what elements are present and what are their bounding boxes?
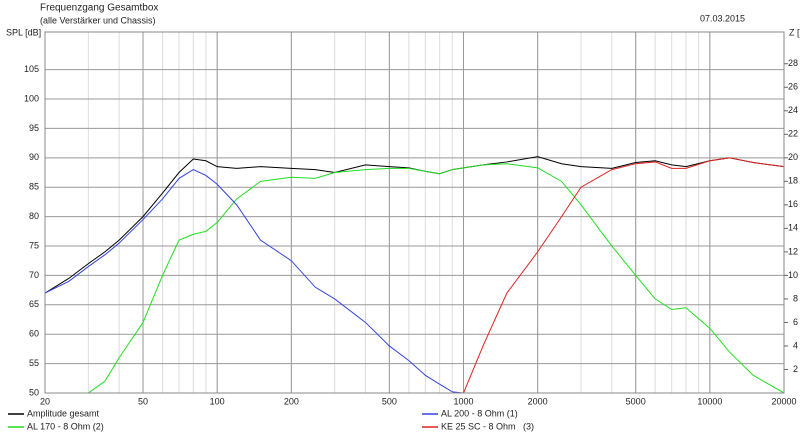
x-tick-label: 2000 <box>528 396 548 406</box>
y2-tick-label: 10 <box>788 270 798 280</box>
y-tick-label: 50 <box>29 387 39 397</box>
y2-tick-label: 18 <box>788 176 798 186</box>
y2-tick-label: 8 <box>793 293 798 303</box>
series-line <box>463 157 784 393</box>
x-tick-label: 20 <box>40 396 50 406</box>
y-tick-label: 65 <box>29 299 39 309</box>
y-tick-label: 60 <box>29 329 39 339</box>
y2-tick-label: 26 <box>788 82 798 92</box>
x-tick-label: 500 <box>382 396 397 406</box>
y-tick-label: 80 <box>29 211 39 221</box>
legend-label: KE 25 SC - 8 Ohm (3) <box>441 421 534 431</box>
legend-label: Amplitude gesamt <box>27 408 100 418</box>
y2-tick-label: 12 <box>788 246 798 256</box>
x-tick-label: 20000 <box>771 396 796 406</box>
y2-tick-label: 28 <box>788 58 798 68</box>
y2-tick-label: 16 <box>788 199 798 209</box>
x-tick-label: 200 <box>284 396 299 406</box>
legend-label: AL 200 - 8 Ohm (1) <box>441 408 518 418</box>
y2-tick-label: 4 <box>793 340 798 350</box>
x-tick-label: 1000 <box>453 396 473 406</box>
y-tick-label: 95 <box>29 123 39 133</box>
y2-tick-label: 20 <box>788 152 798 162</box>
y2-tick-label: 6 <box>793 317 798 327</box>
y2-tick-label: 24 <box>788 105 798 115</box>
y2-tick-label: 22 <box>788 129 798 139</box>
x-tick-label: 5000 <box>626 396 646 406</box>
chart-subtitle: (alle Verstärker und Chassis) <box>40 15 156 25</box>
y-tick-label: 75 <box>29 240 39 250</box>
y-tick-label: 85 <box>29 182 39 192</box>
legend-label: AL 170 - 8 Ohm (2) <box>27 421 104 431</box>
date: 07.03.2015 <box>700 13 745 23</box>
series-line <box>45 163 784 393</box>
y-tick-label: 90 <box>29 152 39 162</box>
y2-tick-label: 2 <box>793 364 798 374</box>
y2-axis-label: Z [Ω] <box>789 27 800 37</box>
plot-frame <box>44 31 785 394</box>
y-axis-label: SPL [dB] <box>6 27 41 37</box>
y-tick-label: 70 <box>29 270 39 280</box>
y-tick-label: 100 <box>24 93 39 103</box>
y-tick-label: 105 <box>24 64 39 74</box>
y2-tick-label: 14 <box>788 223 798 233</box>
x-tick-label: 50 <box>138 396 148 406</box>
x-tick-label: 10000 <box>697 396 722 406</box>
series-line <box>45 169 464 393</box>
x-tick-label: 100 <box>210 396 225 406</box>
series-line <box>45 156 784 294</box>
chart-title: Frequenzgang Gesamtbox <box>40 3 158 14</box>
y-tick-label: 55 <box>29 358 39 368</box>
